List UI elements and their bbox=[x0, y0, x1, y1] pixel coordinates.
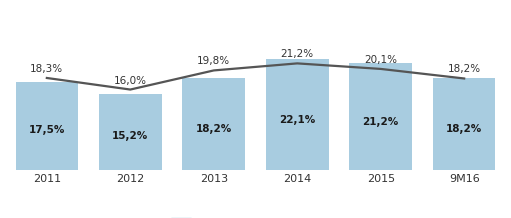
Text: 15,2%: 15,2% bbox=[112, 131, 148, 141]
Bar bbox=[99, 94, 161, 170]
Text: 17,5%: 17,5% bbox=[29, 125, 65, 135]
Text: 19,8%: 19,8% bbox=[197, 56, 230, 66]
Bar bbox=[182, 78, 245, 170]
Text: 18,2%: 18,2% bbox=[446, 124, 482, 134]
Text: 18,3%: 18,3% bbox=[30, 64, 63, 74]
Bar bbox=[15, 82, 78, 170]
Bar bbox=[350, 63, 412, 170]
Legend: ROE, ROE Recorrente: ROE, ROE Recorrente bbox=[167, 213, 344, 218]
Text: 16,0%: 16,0% bbox=[114, 75, 147, 85]
Text: 21,2%: 21,2% bbox=[281, 49, 314, 59]
Text: 21,2%: 21,2% bbox=[363, 117, 399, 127]
Text: 18,2%: 18,2% bbox=[448, 65, 481, 75]
Text: 18,2%: 18,2% bbox=[196, 124, 232, 134]
Text: 22,1%: 22,1% bbox=[279, 115, 315, 125]
Bar bbox=[266, 59, 329, 170]
Bar bbox=[433, 78, 496, 170]
Text: 20,1%: 20,1% bbox=[364, 55, 397, 65]
